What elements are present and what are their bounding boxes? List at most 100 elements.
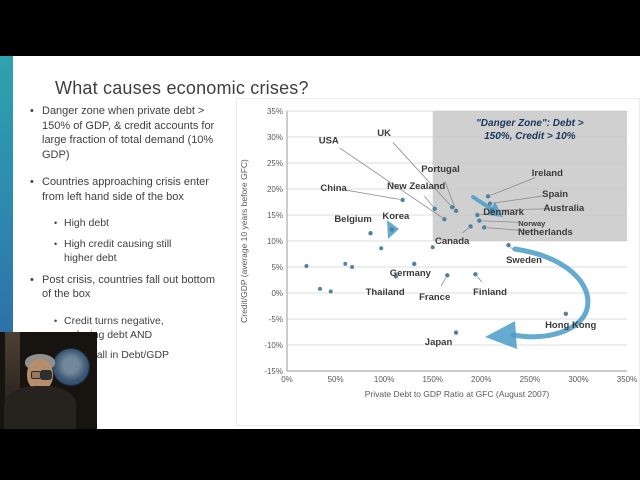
y-tick-label: 30% bbox=[267, 133, 283, 142]
x-tick-label: 350% bbox=[617, 375, 637, 384]
bullet-item: Danger zone when private debt > 150% of … bbox=[28, 104, 220, 162]
country-label-Norway: Norway bbox=[518, 219, 546, 228]
y-tick-label: 0% bbox=[271, 289, 283, 298]
data-point bbox=[318, 286, 323, 291]
country-label-Netherlands: Netherlands bbox=[518, 227, 573, 238]
leader-line bbox=[492, 195, 543, 204]
data-point-Belgium bbox=[368, 231, 373, 236]
bullet-item: Post crisis, countries fall out bottom o… bbox=[28, 273, 220, 302]
leader-line bbox=[392, 142, 451, 206]
country-label-Ireland: Ireland bbox=[532, 168, 563, 179]
y-tick-label: 35% bbox=[267, 107, 283, 116]
y-tick-label: 25% bbox=[267, 159, 283, 168]
country-label-France: France bbox=[419, 292, 450, 303]
x-tick-label: 150% bbox=[422, 375, 442, 384]
leader-line bbox=[444, 181, 456, 209]
country-label-Australia: Australia bbox=[544, 203, 585, 214]
danger-zone-label: "Danger Zone": Debt > bbox=[476, 118, 584, 129]
country-label-Denmark: Denmark bbox=[483, 207, 524, 218]
data-point-UK bbox=[449, 205, 455, 210]
leader-line bbox=[494, 208, 551, 211]
y-tick-label: 5% bbox=[271, 263, 283, 272]
y-tick-label: 10% bbox=[267, 237, 283, 246]
arrow-fall-out-curve bbox=[510, 246, 591, 340]
data-point-Germany bbox=[412, 261, 417, 267]
y-tick-label: -15% bbox=[264, 367, 283, 376]
y-tick-label: 15% bbox=[267, 211, 283, 220]
leader-line bbox=[482, 220, 519, 223]
data-point bbox=[343, 261, 348, 266]
bullet-item: High credit causing still higher debt bbox=[52, 238, 190, 266]
webcam-overlay bbox=[0, 332, 97, 429]
data-point-New-Zealand bbox=[432, 206, 437, 211]
arrow-into-zone-shaft bbox=[471, 195, 495, 212]
leader-line bbox=[477, 276, 483, 283]
danger-zone-box bbox=[432, 111, 627, 241]
arrow-fall-out-head bbox=[485, 321, 517, 349]
leader-line bbox=[339, 147, 443, 218]
letterbox-bottom bbox=[0, 429, 640, 480]
country-label-Finland: Finland bbox=[473, 287, 507, 298]
x-tick-label: 50% bbox=[328, 375, 344, 384]
data-point bbox=[328, 289, 333, 294]
country-label-Korea: Korea bbox=[382, 211, 410, 222]
letterbox-top bbox=[0, 0, 640, 56]
country-label-New-Zealand: New Zealand bbox=[387, 181, 445, 192]
data-point-Norway bbox=[477, 218, 482, 223]
data-point-Denmark bbox=[475, 212, 480, 218]
data-point bbox=[304, 263, 309, 268]
country-label-Portugal: Portugal bbox=[421, 164, 460, 175]
presenter-body bbox=[4, 386, 76, 429]
data-point-Hong-Kong bbox=[563, 311, 568, 316]
data-point-Spain bbox=[487, 201, 493, 206]
data-point-China bbox=[400, 197, 405, 203]
y-axis-title: Credit/GDP (average 10 years before GFC) bbox=[239, 159, 249, 323]
country-label-China: China bbox=[320, 183, 347, 194]
scatter-chart: "Danger Zone": Debt > 150%, Credit > 10% 3… bbox=[236, 98, 640, 426]
leader-line bbox=[346, 189, 400, 200]
slide-title: What causes economic crises? bbox=[55, 78, 309, 99]
data-point-USA bbox=[442, 216, 447, 222]
leader-line bbox=[490, 177, 536, 196]
x-tick-label: 200% bbox=[471, 375, 491, 384]
data-point-Japan bbox=[453, 330, 459, 335]
leader-line bbox=[480, 213, 491, 216]
data-point-Ireland bbox=[485, 194, 491, 199]
y-tick-label: -10% bbox=[264, 341, 283, 350]
x-tick-label: 0% bbox=[281, 375, 293, 384]
data-point bbox=[350, 265, 355, 269]
leader-line bbox=[487, 227, 533, 232]
data-point-Australia bbox=[489, 208, 495, 213]
danger-zone-label: 150%, Credit > 10% bbox=[484, 131, 576, 142]
x-tick-label: 100% bbox=[374, 375, 394, 384]
data-point-Netherlands bbox=[482, 225, 487, 230]
country-label-UK: UK bbox=[377, 128, 391, 139]
country-label-Germany: Germany bbox=[390, 268, 432, 279]
bullet-item: High debt bbox=[52, 217, 190, 231]
presenter-glasses-icon bbox=[31, 371, 41, 379]
data-point-Korea bbox=[389, 227, 395, 232]
country-label-Thailand: Thailand bbox=[366, 287, 405, 298]
country-label-Canada: Canada bbox=[435, 236, 470, 247]
data-point-France bbox=[445, 273, 450, 278]
x-tick-label: 250% bbox=[520, 375, 540, 384]
country-label-Spain: Spain bbox=[542, 189, 568, 200]
leader-line bbox=[424, 195, 434, 207]
y-tick-label: 20% bbox=[267, 185, 283, 194]
x-tick-label: 300% bbox=[568, 375, 588, 384]
presentation-slide: What causes economic crises? Danger zone… bbox=[0, 56, 640, 429]
country-label-Hong-Kong: Hong Kong bbox=[545, 320, 596, 331]
emblem-logo bbox=[52, 348, 90, 386]
leader-line bbox=[440, 277, 447, 287]
data-point-Finland bbox=[473, 272, 478, 277]
data-point-Canada bbox=[468, 224, 473, 229]
country-label-Belgium: Belgium bbox=[334, 214, 371, 225]
data-point bbox=[379, 246, 384, 251]
data-point-Sweden bbox=[506, 242, 511, 248]
bullet-item: Countries approaching crisis enter from … bbox=[28, 175, 220, 204]
arrow-into-zone-head bbox=[487, 202, 503, 217]
scatter-plot-svg: "Danger Zone": Debt > 150%, Credit > 10% 3… bbox=[239, 107, 637, 399]
leader-line bbox=[462, 227, 469, 234]
y-tick-label: -5% bbox=[269, 315, 283, 324]
country-label-USA: USA bbox=[319, 136, 339, 147]
